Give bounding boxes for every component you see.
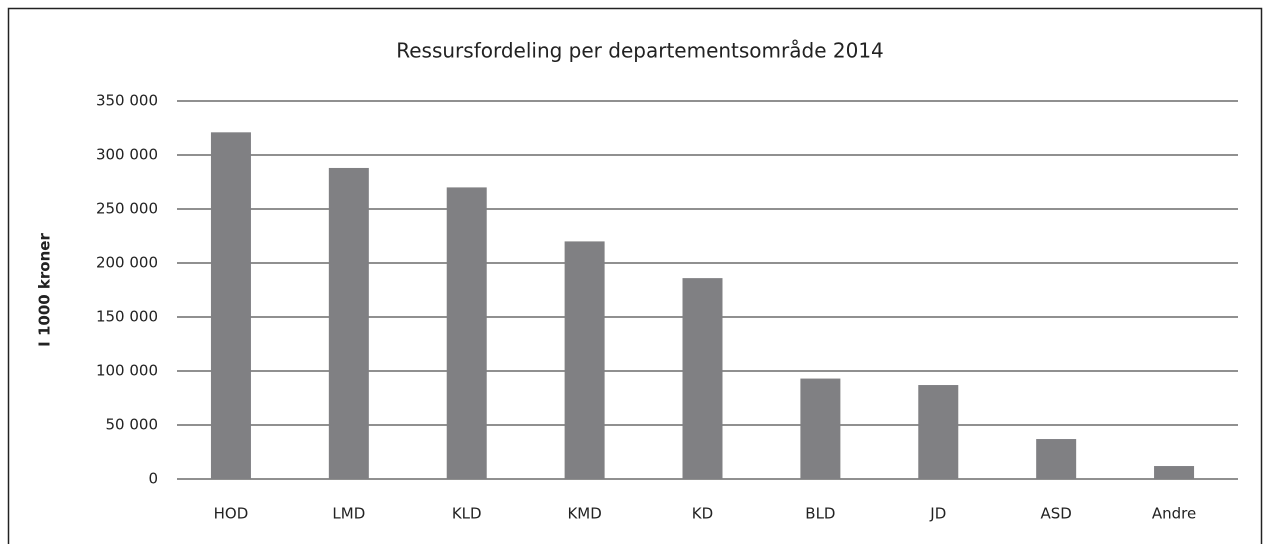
bar <box>1036 439 1077 479</box>
x-tick-label: Andre <box>1152 505 1196 523</box>
y-tick-label: 250 000 <box>96 200 158 218</box>
y-tick-label: 50 000 <box>106 416 159 434</box>
bar <box>918 385 959 479</box>
y-axis-label: I 1000 kroner <box>36 233 54 347</box>
bar <box>210 132 251 479</box>
bar <box>1154 466 1195 479</box>
y-tick-label: 350 000 <box>96 92 158 110</box>
chart-border <box>7 7 1263 544</box>
y-tick-label: 0 <box>148 470 158 488</box>
x-tick-label: KMD <box>567 505 601 523</box>
bar <box>682 278 723 479</box>
bar <box>328 167 369 479</box>
x-tick-label: BLD <box>805 505 835 523</box>
y-tick-label: 200 000 <box>96 254 158 272</box>
x-tick-label: LMD <box>332 505 365 523</box>
y-tick-label: 150 000 <box>96 308 158 326</box>
x-tick-label: HOD <box>214 505 249 523</box>
bar <box>800 378 841 479</box>
x-tick-label: JD <box>929 505 946 523</box>
y-tick-label: 100 000 <box>96 362 158 380</box>
chart-title: Ressursfordeling per departementsområde … <box>396 39 884 63</box>
x-tick-label: KD <box>692 505 713 523</box>
bar <box>446 187 487 479</box>
y-tick-label: 300 000 <box>96 146 158 164</box>
x-tick-label: ASD <box>1040 505 1071 523</box>
x-tick-label: KLD <box>452 505 482 523</box>
bar <box>564 241 605 479</box>
